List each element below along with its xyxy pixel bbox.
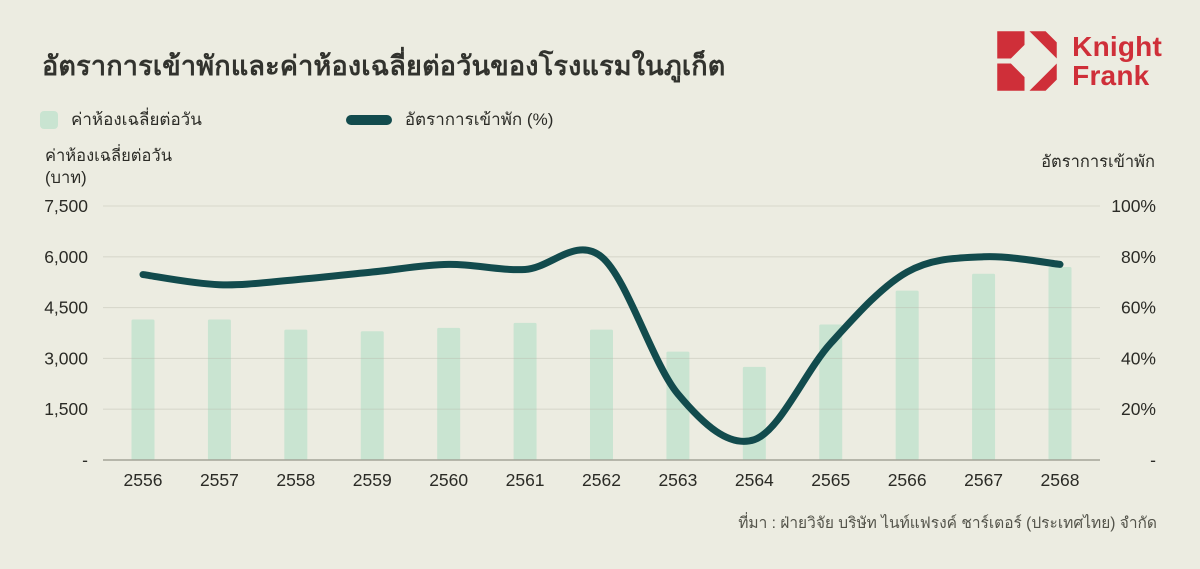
x-tick-label: 2556	[124, 470, 163, 490]
bar-2566	[895, 290, 919, 460]
legend-item-occupancy: อัตราการเข้าพัก (%)	[216, 106, 554, 133]
bar-2568	[1048, 266, 1072, 460]
occupancy-line	[139, 246, 1064, 445]
left-tick-label: 6,000	[44, 247, 88, 267]
bar-swatch-icon	[40, 110, 58, 129]
x-tick-label: 2557	[200, 470, 239, 490]
right-tick-label: 60%	[1121, 298, 1156, 318]
left-axis-title-line2: (บาท)	[45, 169, 87, 187]
x-tick-label: 2566	[888, 470, 927, 490]
bar-2567	[972, 273, 996, 460]
brand-line-2: Frank	[1072, 60, 1150, 91]
x-tick-label: 2567	[964, 470, 1003, 490]
legend-label-occupancy: อัตราการเข้าพัก (%)	[404, 110, 554, 129]
bar-2563	[666, 351, 690, 460]
left-tick-label: 4,500	[44, 298, 88, 318]
left-axis-title: ค่าห้องเฉลี่ยต่อวัน (บาท)	[45, 145, 172, 189]
bar-2559	[360, 331, 384, 460]
right-axis-title: อัตราการเข้าพัก	[1041, 153, 1155, 171]
bar-2556	[131, 319, 155, 460]
knight-frank-logo: Knight Frank	[996, 30, 1162, 92]
x-tick-label: 2565	[811, 470, 850, 490]
left-tick-label: 7,500	[44, 196, 88, 216]
left-tick-label: -	[82, 450, 88, 470]
x-tick-label: 2559	[353, 470, 392, 490]
legend: ค่าห้องเฉลี่ยต่อวัน อัตราการเข้าพัก (%)	[40, 106, 553, 133]
brand-line-1: Knight	[1072, 31, 1162, 62]
x-tick-label: 2562	[582, 470, 621, 490]
bar-2562	[590, 329, 613, 460]
bar-2558	[284, 329, 308, 460]
legend-item-adr: ค่าห้องเฉลี่ยต่อวัน	[40, 106, 202, 133]
x-tick-label: 2561	[506, 470, 545, 490]
bar-2557	[207, 319, 231, 460]
bar-2564	[742, 366, 766, 460]
x-tick-label: 2568	[1041, 470, 1080, 490]
legend-label-adr: ค่าห้องเฉลี่ยต่อวัน	[71, 110, 202, 129]
knight-frank-mark-icon	[997, 31, 1057, 91]
left-tick-label: 1,500	[44, 399, 88, 419]
line-swatch-icon	[345, 114, 392, 125]
bar-2561	[513, 322, 537, 460]
page-title: อัตราการเข้าพักและค่าห้องเฉลี่ยต่อวันของ…	[42, 51, 726, 81]
right-tick-label: 20%	[1121, 399, 1156, 419]
source-note: ที่มา : ฝ่ายวิจัย บริษัท ไนท์แฟรงค์ ชาร์…	[738, 515, 1157, 532]
bar-2560	[437, 327, 461, 460]
right-tick-label: 40%	[1121, 348, 1156, 368]
left-tick-label: 3,000	[44, 348, 88, 368]
x-tick-label: 2558	[276, 470, 315, 490]
left-axis-title-line1: ค่าห้องเฉลี่ยต่อวัน	[45, 147, 172, 165]
right-tick-label: 80%	[1121, 247, 1156, 267]
x-tick-label: 2560	[429, 470, 468, 490]
x-tick-label: 2563	[658, 470, 697, 490]
x-tick-label: 2564	[735, 470, 774, 490]
bar-2565	[819, 324, 843, 460]
knight-frank-wordmark: Knight Frank	[1072, 32, 1162, 90]
right-tick-label: -	[1150, 450, 1156, 470]
right-tick-label: 100%	[1111, 196, 1156, 216]
